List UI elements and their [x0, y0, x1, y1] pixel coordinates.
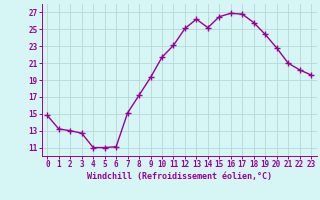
X-axis label: Windchill (Refroidissement éolien,°C): Windchill (Refroidissement éolien,°C) — [87, 172, 272, 181]
